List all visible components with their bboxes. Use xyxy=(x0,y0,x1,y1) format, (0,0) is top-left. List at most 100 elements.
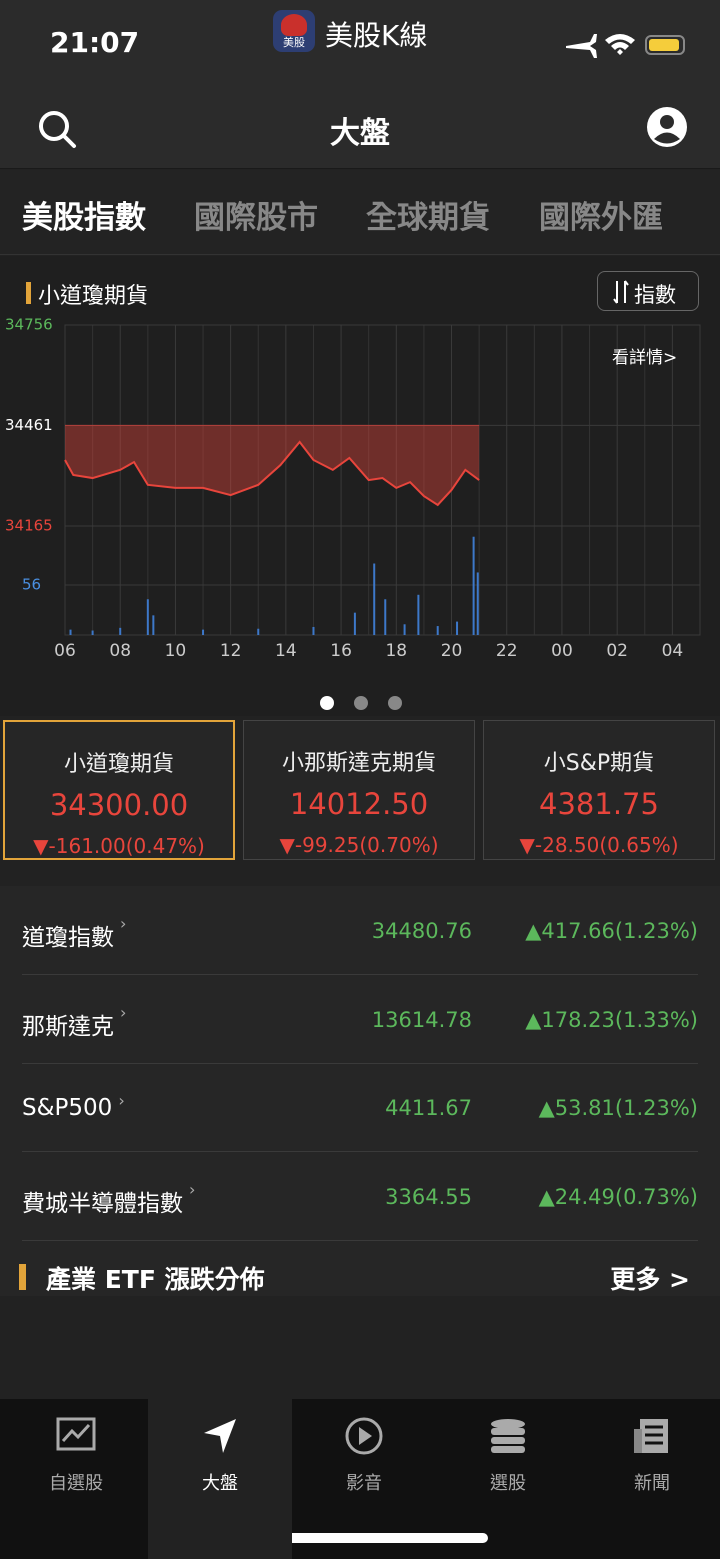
nav-icon xyxy=(204,1419,236,1453)
nav-label: 新聞 xyxy=(634,1473,670,1494)
x-tick-label: 18 xyxy=(385,641,407,661)
volume-bar xyxy=(472,536,475,635)
x-tick-label: 02 xyxy=(606,641,628,661)
volume-bar xyxy=(202,629,205,635)
home-indicator xyxy=(232,1533,488,1543)
volume-bar xyxy=(257,628,260,635)
index-value: 34480.76 xyxy=(371,919,472,943)
tab[interactable]: 全球期貨 xyxy=(366,200,490,236)
index-row[interactable]: 道瓊指數 › 34480.76 ▲417.66(1.23%) xyxy=(22,886,698,975)
card-name: 小S&P期貨 xyxy=(543,751,655,776)
volume-bar xyxy=(456,621,459,635)
search-button[interactable] xyxy=(36,108,80,152)
status-bar: 21:07 美股 美股K線 xyxy=(0,0,720,88)
icon-bull xyxy=(281,14,307,36)
card-name: 小那斯達克期貨 xyxy=(281,751,436,776)
more-link[interactable]: 更多 > xyxy=(610,1265,690,1294)
volume-bar xyxy=(119,627,122,635)
x-tick-label: 16 xyxy=(330,641,352,661)
chevron: › xyxy=(120,1002,127,1022)
battery-frame xyxy=(645,35,685,55)
nav-icon xyxy=(491,1419,525,1453)
chevron: › xyxy=(118,1091,125,1110)
index-list: 產業 ETF 漲跌分佈 更多 > 道瓊指數 › 34480.76 ▲417.66(1.… xyxy=(0,886,720,1296)
volume-bar xyxy=(353,612,356,635)
area-fill xyxy=(65,425,480,505)
profile-button[interactable] xyxy=(646,106,688,148)
index-name: 道瓊指數 › xyxy=(22,914,127,951)
y-tick-label: 34756 xyxy=(5,316,53,334)
futures-card[interactable]: 小道瓊期貨 34300.00 ▼-161.00(0.47%) xyxy=(3,720,235,860)
battery-level xyxy=(649,39,679,51)
bottom-nav: 自選股 大盤 影音 選股 新聞 xyxy=(0,1399,720,1559)
index-change: ▲24.49(0.73%) xyxy=(538,1184,698,1209)
detail-link[interactable]: 看詳情> xyxy=(612,348,678,368)
index-row[interactable]: 費城半導體指數 › 3364.55 ▲24.49(0.73%) xyxy=(22,1152,698,1241)
page-dot xyxy=(354,696,368,710)
card-change: ▼-28.50(0.65%) xyxy=(519,833,679,857)
card-name: 小道瓊期貨 xyxy=(63,752,174,777)
app-badge: 美股 xyxy=(283,36,305,49)
page-dot xyxy=(388,696,402,710)
nav-item[interactable]: 大盤 xyxy=(148,1399,292,1559)
app-name: 美股K線 xyxy=(325,19,428,52)
chevron: › xyxy=(120,914,127,933)
volume-bar xyxy=(146,599,149,635)
index-name: 那斯達克 › xyxy=(22,1002,127,1040)
header: 大盤 xyxy=(0,88,720,169)
index-value: 4411.67 xyxy=(385,1096,472,1120)
price-line xyxy=(64,440,480,507)
index-name: 費城半導體指數 › xyxy=(22,1179,196,1217)
card-price: 14012.50 xyxy=(289,787,429,821)
nav-item[interactable]: 新聞 xyxy=(580,1399,720,1559)
volume-bar xyxy=(384,599,387,635)
volume-bar xyxy=(312,626,315,635)
x-tick-label: 14 xyxy=(275,641,297,661)
nav-icon xyxy=(345,1417,383,1455)
card-price: 34300.00 xyxy=(49,788,189,822)
tab[interactable]: 國際外匯 xyxy=(539,200,663,236)
chevron: › xyxy=(189,1179,196,1199)
volume-bar xyxy=(417,594,420,635)
airplane-icon xyxy=(566,34,597,58)
x-tick-label: 10 xyxy=(165,641,187,661)
card-change: ▼-161.00(0.47%) xyxy=(33,834,205,858)
index-change: ▲178.23(1.33%) xyxy=(525,1007,698,1032)
x-tick-label: 04 xyxy=(662,641,684,661)
nav-item[interactable]: 影音 xyxy=(292,1399,436,1559)
tab[interactable]: 國際股市 xyxy=(194,200,318,236)
futures-card[interactable]: 小S&P期貨 4381.75 ▼-28.50(0.65%) xyxy=(483,720,715,860)
nav-label: 自選股 xyxy=(49,1473,103,1494)
title-accent xyxy=(26,282,31,304)
section-title: 產業 ETF 漲跌分佈 xyxy=(46,1265,265,1294)
x-tick-label: 08 xyxy=(109,641,131,661)
index-row[interactable]: 那斯達克 › 13614.78 ▲178.23(1.33%) xyxy=(22,975,698,1064)
y-tick-label: 34461 xyxy=(5,416,53,434)
section-accent xyxy=(19,1264,26,1290)
nav-item[interactable]: 選股 xyxy=(436,1399,580,1559)
index-value: 3364.55 xyxy=(385,1184,472,1209)
nav-icon xyxy=(56,1417,96,1451)
app-icon: 美股 xyxy=(273,10,315,52)
status-icons xyxy=(566,34,685,58)
volume-bar xyxy=(91,630,94,635)
volume-bar xyxy=(436,626,439,635)
card-change: ▼-99.25(0.70%) xyxy=(279,833,439,857)
index-change: ▲53.81(1.23%) xyxy=(538,1096,698,1120)
index-name: S&P500 › xyxy=(22,1091,125,1121)
toggle-button[interactable]: 指數 xyxy=(597,271,699,311)
index-row[interactable]: S&P500 › 4411.67 ▲53.81(1.23%) xyxy=(22,1063,698,1152)
y-tick-label: 34165 xyxy=(5,517,53,535)
futures-card[interactable]: 小那斯達克期貨 14012.50 ▼-99.25(0.70%) xyxy=(243,720,475,860)
x-tick-label: 12 xyxy=(220,641,242,661)
nav-label: 大盤 xyxy=(202,1473,238,1494)
x-tick-label: 20 xyxy=(441,641,463,661)
volume-bar xyxy=(152,615,155,635)
tab[interactable]: 美股指數 xyxy=(22,200,146,236)
header-title: 大盤 xyxy=(330,116,390,151)
tab-bar: 美股指數 國際股市 全球期貨 國際外匯 xyxy=(0,170,720,255)
x-tick-label: 22 xyxy=(496,641,518,661)
chart-panel: 小道瓊期貨 指數 06 08 10 12 14 16 18 20 22 00 02 04 34756 34… xyxy=(0,256,720,716)
nav-item[interactable]: 自選股 xyxy=(4,1399,148,1559)
